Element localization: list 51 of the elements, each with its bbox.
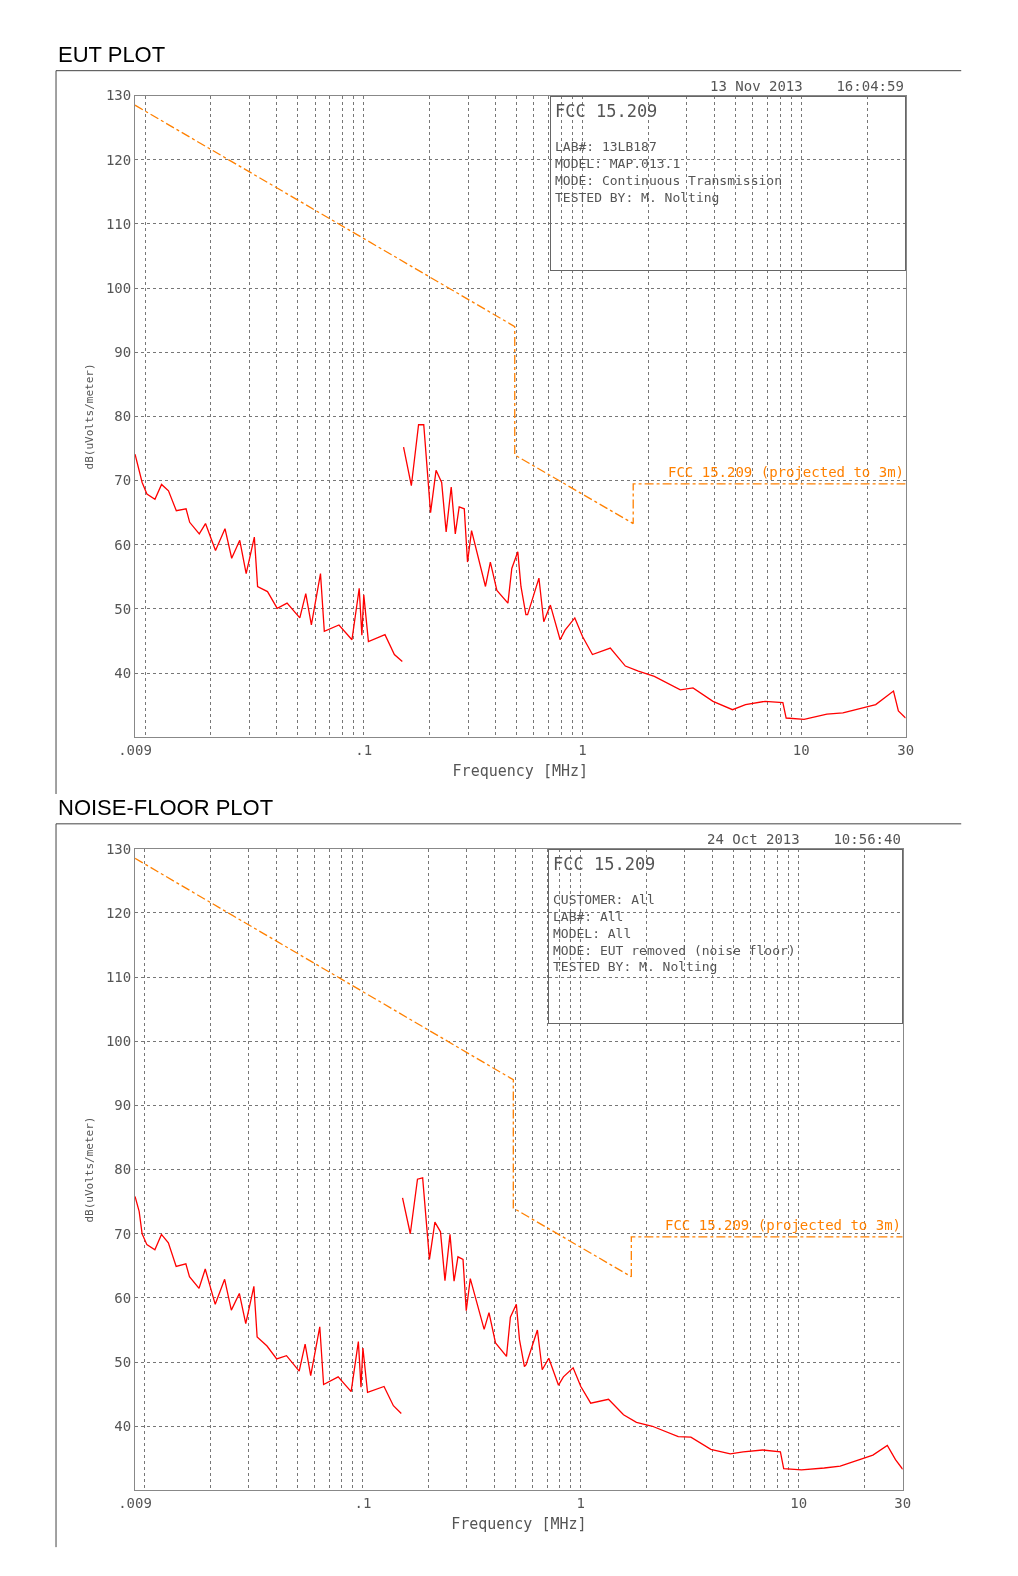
annotation: LAB#: All bbox=[553, 908, 624, 924]
x-axis-title: Frequency [MHz] bbox=[451, 1515, 587, 1534]
y-tick-label: 60 bbox=[114, 536, 132, 553]
chart-title: NOISE-FLOOR PLOT bbox=[58, 795, 274, 820]
text: 13 Nov 2013 16:04:59 bbox=[710, 78, 904, 94]
y-tick-label: 70 bbox=[114, 472, 132, 489]
y-tick-label: 70 bbox=[114, 1225, 132, 1242]
chart-title: EUT PLOT bbox=[58, 42, 166, 67]
x-axis-title: Frequency [MHz] bbox=[452, 762, 589, 781]
annotation: MODEL: MAP.013.1 bbox=[555, 155, 681, 171]
y-tick-label: 50 bbox=[114, 1353, 132, 1370]
x-tick-label: .1 bbox=[355, 742, 373, 759]
y-tick-label: 130 bbox=[105, 87, 132, 104]
series-label: FCC 15.209 (projected to 3m) bbox=[668, 464, 905, 480]
annotation: FCC 15.209 bbox=[553, 854, 656, 874]
y-tick-label: 80 bbox=[114, 1161, 132, 1178]
y-tick-label: 110 bbox=[105, 968, 132, 985]
annotation: MODE: EUT removed (noise floor) bbox=[553, 942, 796, 958]
y-axis-title: dB(uVolts/meter) bbox=[82, 363, 96, 470]
annotation: TESTED BY: M. Nolting bbox=[555, 189, 720, 205]
y-tick-label: 40 bbox=[114, 1418, 132, 1435]
y-tick-label: 100 bbox=[105, 279, 132, 296]
y-tick-label: 110 bbox=[105, 215, 132, 232]
y-tick-label: 120 bbox=[105, 151, 132, 168]
x-tick-label: 1 bbox=[576, 1495, 586, 1512]
x-tick-label: 10 bbox=[790, 1495, 808, 1512]
y-tick-label: 90 bbox=[114, 1097, 132, 1114]
annotation: TESTED BY: M. Nolting bbox=[553, 959, 718, 975]
y-tick-label: 90 bbox=[114, 344, 132, 361]
y-tick-label: 120 bbox=[105, 904, 132, 921]
x-tick-label: 10 bbox=[792, 742, 810, 759]
x-tick-label: .009 bbox=[118, 1495, 152, 1512]
annotation: CUSTOMER: All bbox=[553, 891, 655, 907]
y-tick-label: 40 bbox=[114, 665, 132, 681]
x-tick-label: 30 bbox=[897, 742, 915, 759]
y-tick-label: 60 bbox=[114, 1289, 132, 1306]
y-tick-label: 130 bbox=[105, 840, 132, 857]
y-axis-title: dB(uVolts/meter) bbox=[82, 1116, 96, 1223]
x-tick-label: .009 bbox=[118, 742, 152, 759]
x-tick-label: .1 bbox=[354, 1495, 372, 1512]
annotation: MODEL: All bbox=[553, 925, 632, 941]
y-tick-label: 80 bbox=[114, 408, 132, 425]
x-tick-label: 1 bbox=[578, 742, 587, 759]
annotation: MODE: Continuous Transmission bbox=[555, 172, 782, 188]
x-tick-label: 30 bbox=[894, 1495, 912, 1512]
series-label: FCC 15.209 (projected to 3m) bbox=[665, 1217, 902, 1233]
annotation: FCC 15.209 bbox=[555, 101, 658, 121]
annotation: LAB#: 13LB187 bbox=[555, 138, 657, 154]
y-tick-label: 100 bbox=[105, 1033, 132, 1050]
text: 24 Oct 2013 10:56:40 bbox=[707, 831, 901, 847]
y-tick-label: 50 bbox=[114, 600, 132, 617]
